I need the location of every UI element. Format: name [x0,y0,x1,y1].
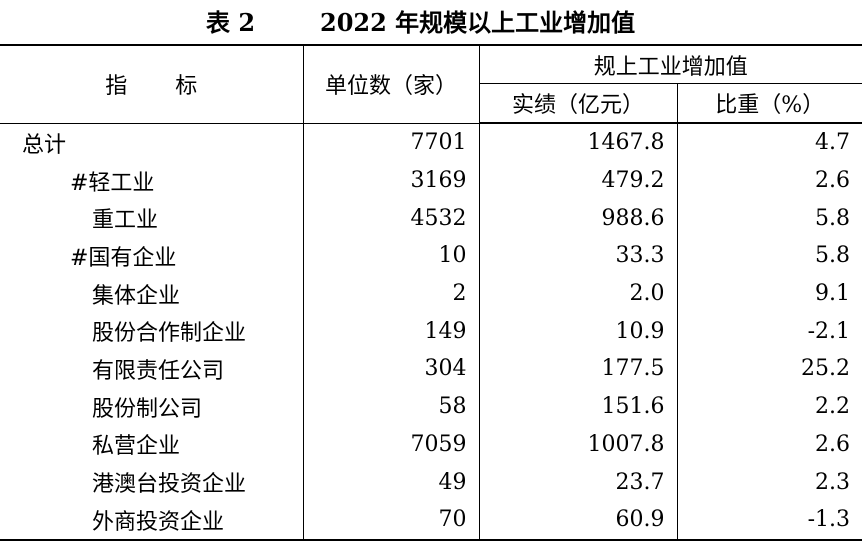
row-share: 2.3 [676,463,862,501]
row-share: 2.6 [676,425,862,464]
table-row: #国有企业 10 33.3 5.8 [0,237,862,275]
industry-value-added-table: 指标 单位数（家） 规上工业增加值 实绩（亿元） 比重（%） 总计 7701 1… [0,44,862,541]
table-row: 总计 7701 1467.8 4.7 [0,123,862,162]
row-share: 9.1 [676,274,862,313]
table-row: 私营企业 7059 1007.8 2.6 [0,425,862,464]
header-row-2: 实绩（亿元） 比重（%） [0,83,862,124]
header-row-1: 指标 单位数（家） 规上工业增加值 [0,45,862,124]
table-row: 集体企业 2 2.0 9.1 [0,274,862,313]
row-share: 4.7 [676,123,862,162]
row-value: 988.6 [478,199,678,238]
row-units: 10 [302,237,480,275]
row-value: 177.5 [478,350,678,388]
row-value: 151.6 [478,387,678,426]
row-units: 2 [302,274,480,313]
row-share: 5.8 [676,237,862,275]
row-label: 有限责任公司 [0,350,304,388]
table-caption: 2022 年规模以上工业增加值 [320,8,636,37]
row-value: 1007.8 [478,425,678,464]
row-label: #国有企业 [0,237,304,275]
row-value: 60.9 [478,500,678,540]
row-units: 58 [302,387,480,426]
row-units: 4532 [302,199,480,238]
table-row: 港澳台投资企业 49 23.7 2.3 [0,463,862,501]
row-value: 10.9 [478,312,678,351]
header-units: 单位数（家） [302,45,480,124]
row-value: 23.7 [478,463,678,501]
row-value: 2.0 [478,274,678,313]
header-share: 比重（%） [676,83,862,124]
row-units: 149 [302,312,480,351]
row-units: 3169 [302,161,480,200]
table-number: 表 2 [206,8,256,37]
row-label: 总计 [0,123,304,162]
row-units: 7059 [302,425,480,464]
row-value: 33.3 [478,237,678,275]
header-value: 实绩（亿元） [479,83,678,124]
row-value: 479.2 [478,161,678,200]
row-share: 5.8 [676,199,862,238]
row-label: #轻工业 [0,161,304,200]
row-units: 304 [302,350,480,388]
table-row: #轻工业 3169 479.2 2.6 [0,161,862,200]
row-units: 7701 [302,123,480,162]
table-title: 表 2 2022 年规模以上工业增加值 [0,6,862,40]
row-share: -2.1 [676,312,862,351]
header-group: 规上工业增加值 [478,45,862,84]
row-label: 股份制公司 [0,387,304,426]
row-share: 2.6 [676,161,862,200]
row-label: 港澳台投资企业 [0,463,304,501]
row-share: 2.2 [676,387,862,426]
row-label: 集体企业 [0,274,304,313]
table-row: 有限责任公司 304 177.5 25.2 [0,350,862,388]
row-units: 49 [302,463,480,501]
row-label: 股份合作制企业 [0,312,304,351]
row-share: -1.3 [676,500,862,540]
row-label: 外商投资企业 [0,500,304,540]
table-row: 外商投资企业 70 60.9 -1.3 [0,500,862,540]
row-share: 25.2 [676,350,862,388]
row-label: 重工业 [0,199,304,238]
header-indicator: 指标 [0,45,304,124]
table-row: 股份合作制企业 149 10.9 -2.1 [0,312,862,351]
table-row: 股份制公司 58 151.6 2.2 [0,387,862,426]
table-row: 重工业 4532 988.6 5.8 [0,199,862,238]
row-label: 私营企业 [0,425,304,464]
row-value: 1467.8 [478,123,678,162]
row-units: 70 [302,500,480,540]
